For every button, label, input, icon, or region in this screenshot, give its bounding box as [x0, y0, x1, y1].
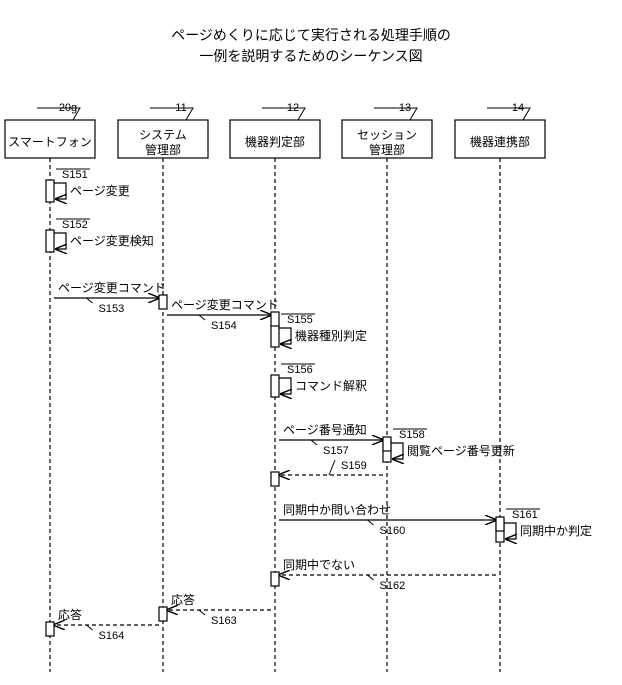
participant-label: 管理部: [369, 142, 405, 157]
participant-label: 機器判定部: [245, 134, 305, 149]
message-label: 応答: [171, 592, 195, 607]
activation-bar: [271, 572, 279, 586]
message-label: ページ変更: [70, 183, 130, 198]
activation-bar: [271, 312, 279, 326]
step-label: S161: [512, 509, 538, 521]
message-label: ページ変更検知: [70, 233, 154, 248]
step-label: S152: [62, 219, 88, 231]
self-message-arrow: [279, 378, 291, 394]
step-label: S151: [62, 169, 88, 181]
self-message-arrow: [54, 183, 66, 199]
step-leader: [87, 298, 93, 303]
activation-bar: [271, 325, 279, 347]
message-label: コマンド解釈: [295, 379, 367, 393]
activation-bar: [46, 180, 54, 202]
message-label: ページ変更コマンド: [58, 280, 166, 295]
activation-bar: [46, 230, 54, 252]
step-label: S160: [380, 525, 406, 537]
participant-label: 機器連携部: [470, 134, 530, 149]
message-label: 同期中か判定: [520, 523, 592, 538]
activation-bar: [46, 622, 54, 636]
message-label: ページ番号通知: [283, 423, 367, 437]
step-label: S162: [380, 580, 406, 592]
participant-label: システム: [139, 128, 187, 142]
self-message-arrow: [391, 443, 403, 459]
step-leader: [368, 520, 374, 525]
step-label: S155: [287, 314, 313, 326]
activation-bar: [496, 517, 504, 531]
activation-bar: [159, 295, 167, 309]
step-leader: [199, 610, 205, 615]
activation-bar: [159, 607, 167, 621]
self-message-arrow: [279, 328, 291, 344]
step-leader: [199, 315, 205, 320]
self-message-arrow: [504, 523, 516, 539]
step-leader: [329, 460, 335, 475]
message-label: 同期中でない: [283, 557, 355, 572]
activation-bar: [271, 472, 279, 486]
step-label: S163: [211, 615, 237, 627]
participant-label: セッション: [357, 128, 417, 142]
participant-label: スマートフォン: [8, 135, 92, 149]
step-label: S153: [99, 303, 125, 315]
sequence-diagram: 20gスマートフォン11システム管理部12機器判定部13セッション管理部14機器…: [0, 0, 622, 685]
step-leader: [368, 575, 374, 580]
step-leader: [311, 440, 317, 445]
step-label: S159: [341, 460, 367, 472]
activation-bar: [383, 437, 391, 451]
message-label: 応答: [58, 607, 82, 622]
message-label: 閲覧ページ番号更新: [407, 443, 515, 458]
step-label: S156: [287, 364, 313, 376]
self-message-arrow: [54, 233, 66, 249]
step-label: S154: [211, 320, 237, 332]
participant-label: 管理部: [145, 142, 181, 157]
step-label: S157: [323, 445, 349, 457]
message-label: 機器種別判定: [295, 328, 367, 343]
step-label: S158: [399, 429, 425, 441]
message-label: 同期中か問い合わせ: [283, 502, 391, 517]
step-label: S164: [99, 630, 125, 642]
step-leader: [87, 625, 93, 630]
message-label: ページ変更コマンド: [171, 297, 279, 312]
activation-bar: [271, 375, 279, 397]
